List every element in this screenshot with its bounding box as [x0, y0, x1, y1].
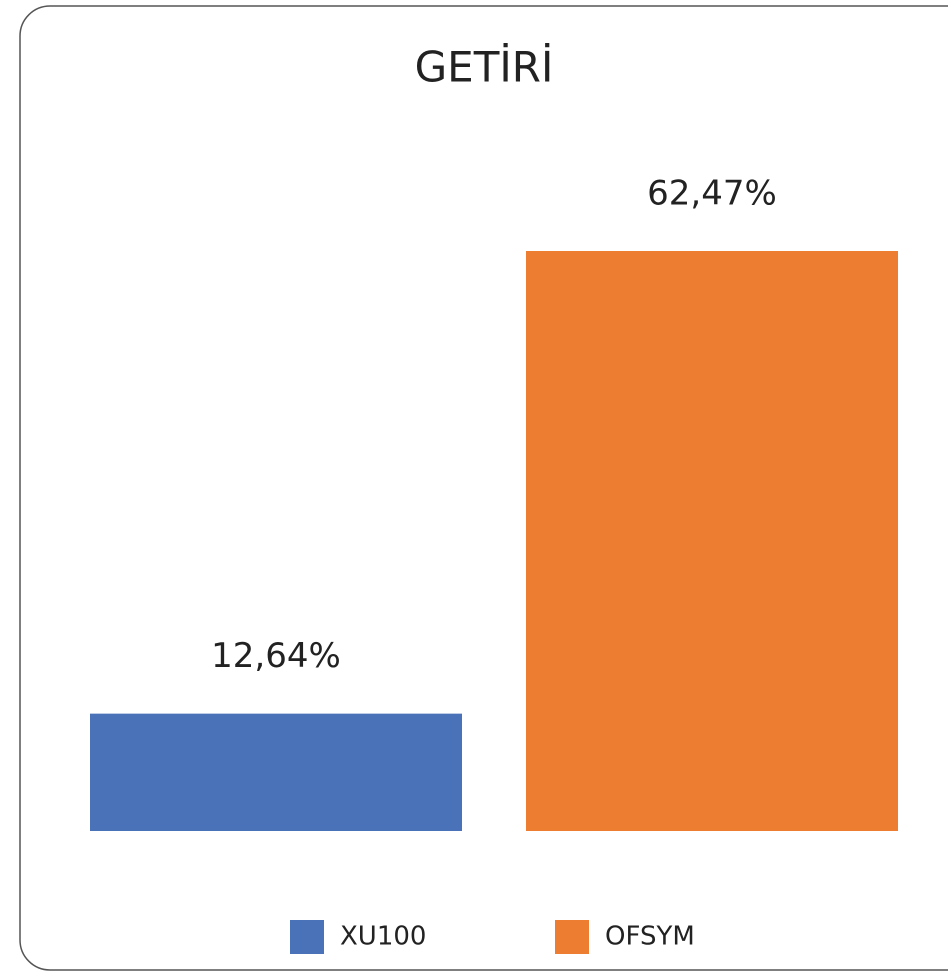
chart-title: GETİRİ [415, 42, 554, 92]
data-label: 62,47% [647, 174, 777, 214]
data-label: 12,64% [211, 636, 341, 676]
legend-swatch [290, 920, 324, 954]
bar [526, 251, 898, 831]
legend-swatch [555, 920, 589, 954]
bar [90, 713, 462, 831]
legend-label: XU100 [340, 922, 426, 952]
legend-label: OFSYM [605, 922, 695, 952]
